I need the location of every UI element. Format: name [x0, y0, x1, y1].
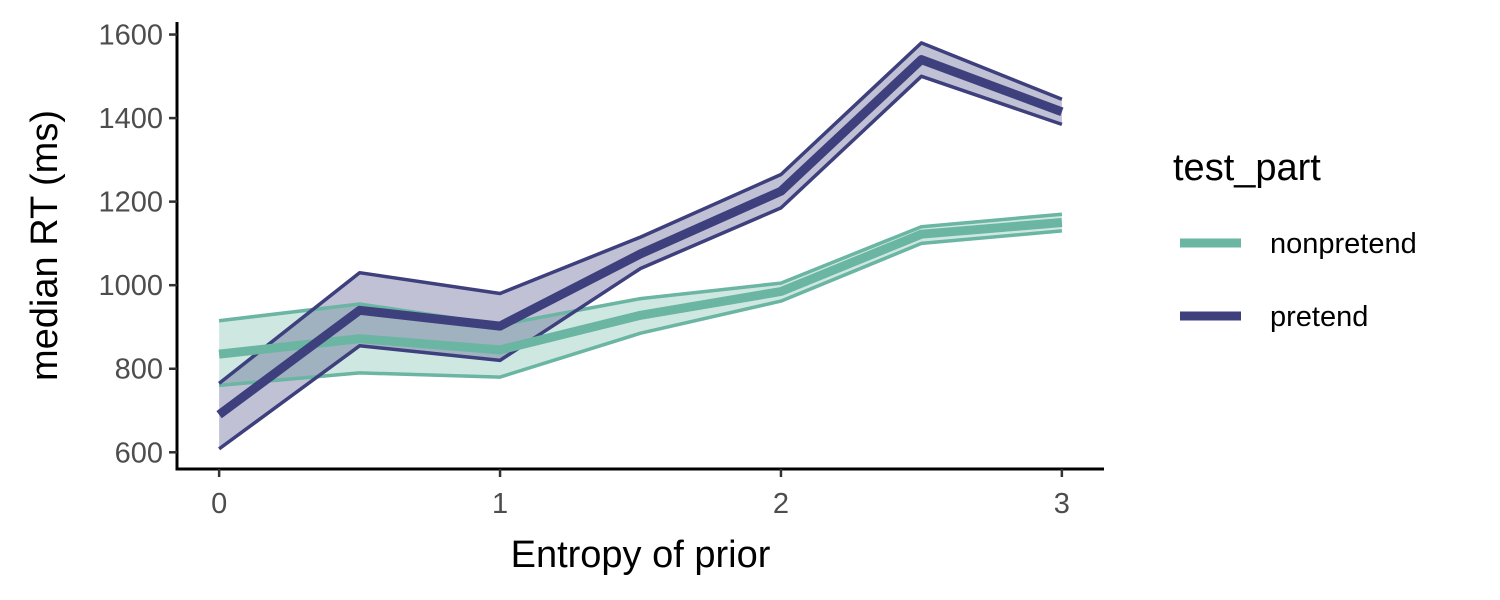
legend-items: nonpretend pretend	[1180, 228, 1417, 333]
x-tick-label-0: 0	[211, 488, 227, 520]
series-lines	[216, 41, 1064, 451]
x-tick-label-2: 2	[773, 488, 789, 520]
legend-label-pretend: pretend	[1270, 301, 1368, 333]
legend-label-nonpretend: nonpretend	[1270, 228, 1417, 260]
lower-line-pretend	[218, 74, 1063, 451]
x-tick-label-3: 3	[1054, 488, 1070, 520]
confidence-bands	[219, 42, 1062, 449]
y-tick-label-1000: 1000	[98, 270, 163, 302]
y-axis-title: median RT (ms)	[24, 110, 66, 381]
y-tick-label-1200: 1200	[98, 187, 163, 219]
x-axis-title: Entropy of prior	[511, 534, 771, 576]
lower-line-nonpretend	[218, 229, 1063, 388]
x-tick-label-1: 1	[492, 488, 508, 520]
band-pretend	[219, 42, 1062, 449]
legend-title: test_part	[1173, 147, 1321, 189]
y-tick-label-1600: 1600	[98, 20, 163, 52]
upper-line-pretend	[218, 41, 1063, 385]
legend: test_part nonpretend pretend	[1173, 147, 1417, 333]
y-tick-label-1400: 1400	[98, 103, 163, 135]
axes: 600 800 1000 1200 1400 1600 0 1 2 3	[98, 20, 1104, 520]
y-tick-label-600: 600	[115, 437, 163, 469]
y-tick-label-800: 800	[115, 354, 163, 386]
upper-line-nonpretend	[218, 212, 1063, 327]
